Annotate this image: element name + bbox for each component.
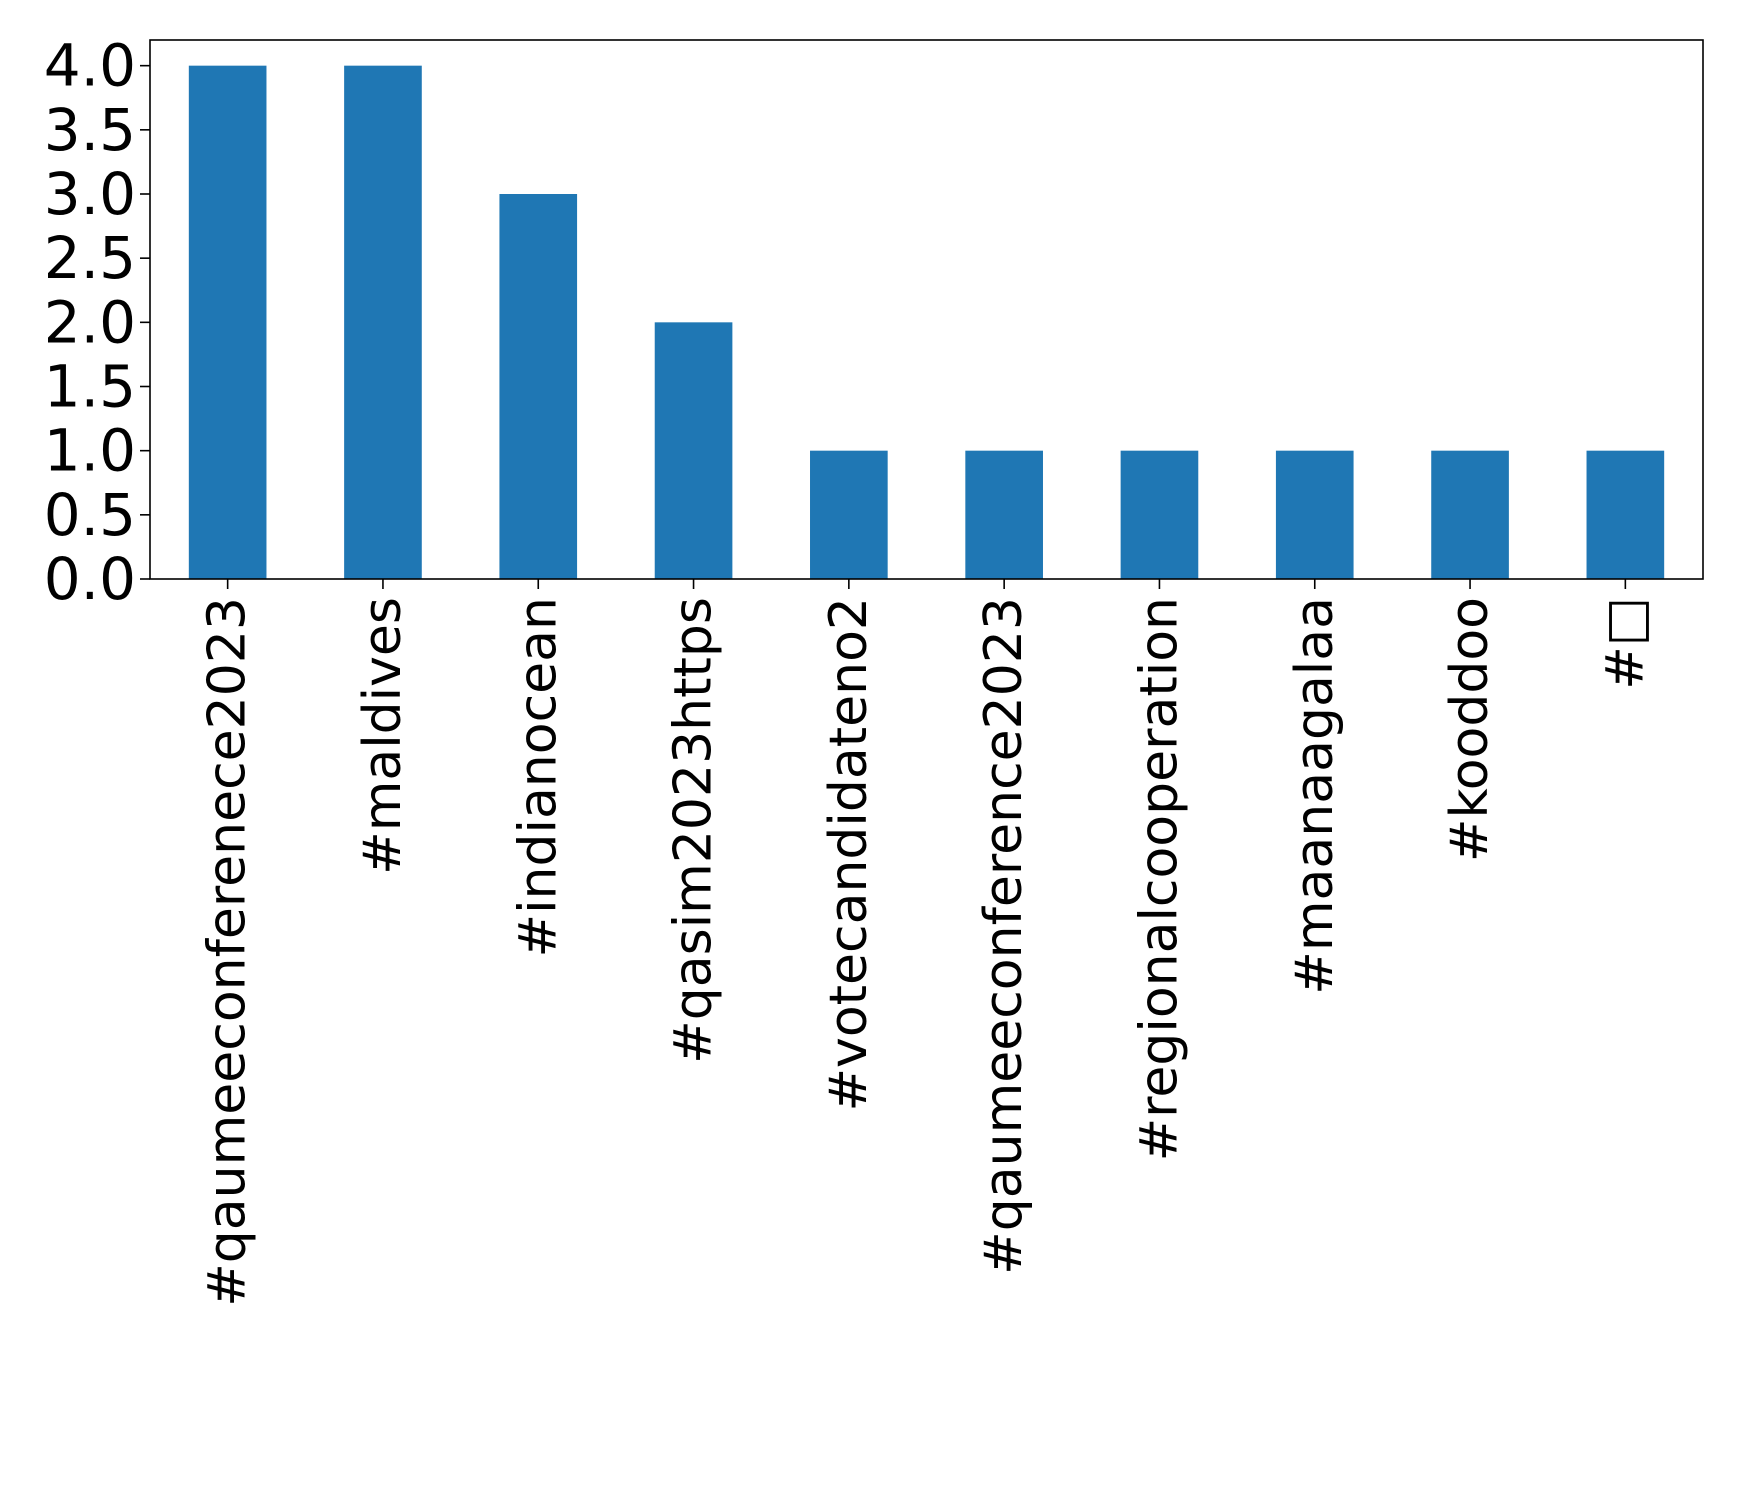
bars-layer: [188, 65, 1665, 580]
bar: [654, 322, 733, 579]
bar: [1120, 450, 1199, 579]
y-tick-label: 2.5: [44, 224, 136, 292]
x-tick-label: #qaumeeconfereneсe2023: [198, 597, 258, 1307]
y-tick-label: 1.5: [44, 353, 136, 421]
labels-layer: 0.00.51.01.52.02.53.03.54.0 #qaumeeconfer…: [44, 32, 1656, 1307]
x-tick-label: #maanaagalaa: [1285, 597, 1345, 995]
x-tick-label: #qaumeeconference2023: [974, 597, 1034, 1275]
y-tick-label: 1.0: [44, 417, 136, 485]
y-tick-label: 3.5: [44, 96, 136, 164]
bar: [188, 65, 267, 580]
plot-frame: [149, 39, 1704, 580]
x-tick-label: #maldives: [353, 597, 413, 875]
x-tick-label: #qasim2023https: [664, 597, 724, 1064]
axes-layer: [140, 39, 1704, 589]
x-tick-label: #regionalcooperation: [1129, 597, 1189, 1161]
bar: [1431, 450, 1509, 579]
x-tick-label: #□: [1595, 597, 1655, 690]
bar: [1275, 450, 1354, 579]
x-tick-label: #votecandidateno2: [819, 597, 879, 1112]
bar: [344, 65, 422, 580]
y-tick-label: 3.0: [44, 160, 136, 228]
y-tick-label: 0.0: [44, 545, 136, 613]
bar: [499, 194, 578, 579]
y-tick-label: 0.5: [44, 481, 136, 549]
bar: [965, 450, 1043, 579]
bar: [810, 450, 888, 579]
x-tick-label: #kooddoo: [1440, 597, 1500, 862]
y-tick-label: 4.0: [44, 32, 136, 100]
bar: [1586, 450, 1665, 579]
y-tick-label: 2.0: [44, 288, 136, 356]
x-tick-label: #indianocean: [508, 597, 568, 957]
